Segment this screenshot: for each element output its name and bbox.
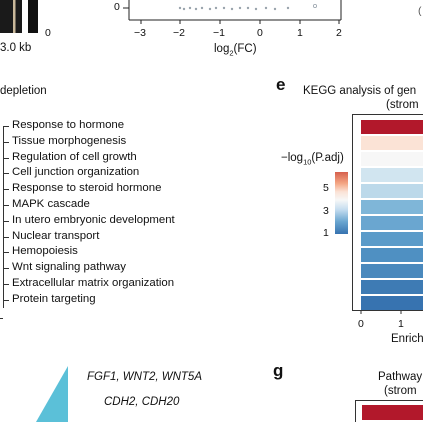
gene-list-line2: CDH2, CDH20 <box>104 396 180 408</box>
kegg-bar <box>361 216 423 231</box>
go-term: Cell junction organization <box>0 165 175 181</box>
go-term: Tissue morphogenesis <box>0 134 175 150</box>
volcano-x-axis-label: log2(FC) <box>214 43 257 58</box>
panel-d-title: depletion <box>0 85 47 97</box>
volcano-axes <box>123 0 342 24</box>
volcano-y-zero: 0 <box>114 1 120 13</box>
legend-tick-1: 1 <box>323 227 329 239</box>
terms-bracket <box>3 126 4 308</box>
pathway-heat-bars <box>355 400 423 422</box>
kegg-bar <box>361 184 423 199</box>
panel-g-letter: g <box>273 361 284 380</box>
go-term: MAPK cascade <box>0 197 175 213</box>
go-term: Wnt signaling pathway <box>0 260 175 276</box>
panel-g-title-line1: Pathway <box>378 371 423 383</box>
panel-e-letter: e <box>276 75 286 94</box>
gene-list-line1: FGF1, WNT2, WNT5A <box>87 371 202 383</box>
go-term: Regulation of cell growth <box>0 150 175 166</box>
dendrogram-stub <box>0 318 3 319</box>
panel-e-title-line2: (strom <box>386 99 419 111</box>
cyan-triangle-graphic <box>36 366 68 422</box>
volcano-x-tick-1: −3 <box>134 27 146 39</box>
legend-tick-3: 3 <box>323 205 329 217</box>
legend-title: −log10(P.adj) <box>281 152 344 167</box>
legend-tick-5: 5 <box>323 182 329 194</box>
left-axis-zero: 0 <box>45 27 51 39</box>
go-term: Hemopoiesis <box>0 244 175 260</box>
go-term: Protein targeting <box>0 292 175 308</box>
volcano-x-tick-2: −2 <box>173 27 185 39</box>
kegg-bar <box>361 136 423 151</box>
left-axis-label: 3.0 kb <box>0 42 32 54</box>
go-term: In utero embryonic development <box>0 213 175 229</box>
volcano-x-tick-5: 1 <box>297 27 303 39</box>
go-term: Response to steroid hormone <box>0 181 175 197</box>
go-term: Response to hormone <box>0 118 175 134</box>
volcano-right-edge-mark: ( <box>418 5 422 17</box>
kegg-bar <box>361 232 423 247</box>
kegg-x-label: Enrich <box>391 333 423 345</box>
kegg-bar <box>361 200 423 215</box>
kegg-bar <box>361 264 423 279</box>
volcano-x-tick-6: 2 <box>336 27 342 39</box>
kegg-x-axis <box>352 310 423 314</box>
kegg-x-tick-0: 0 <box>358 318 364 330</box>
go-term: Nuclear transport <box>0 229 175 245</box>
legend-colorbar <box>335 172 348 234</box>
kegg-bar <box>361 120 423 135</box>
volcano-x-tick-3: −1 <box>213 27 225 39</box>
left-bar-graphic-2 <box>28 0 38 33</box>
panel-g-title-line2: (strom <box>384 385 417 397</box>
go-term: Extracellular matrix organization <box>0 276 175 292</box>
volcano-x-tick-4: 0 <box>257 27 263 39</box>
kegg-bar <box>361 296 423 311</box>
left-bar-graphic <box>0 0 22 33</box>
kegg-bar <box>361 152 423 167</box>
pathway-bar-top <box>362 405 423 420</box>
kegg-x-tick-1: 1 <box>398 318 404 330</box>
kegg-bar <box>361 168 423 183</box>
kegg-bar <box>361 280 423 295</box>
kegg-bar <box>361 248 423 263</box>
go-term-list: Response to hormone Tissue morphogenesis… <box>0 118 175 308</box>
panel-e-title-line1: KEGG analysis of gen <box>303 85 417 97</box>
kegg-heat-bars <box>352 114 423 311</box>
